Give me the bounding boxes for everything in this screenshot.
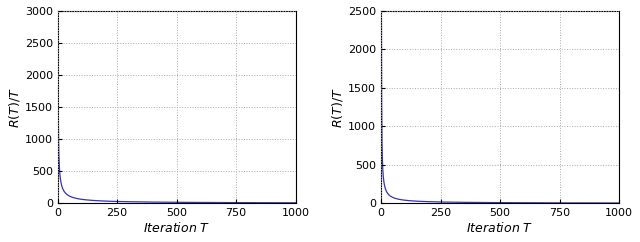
X-axis label: Iteration $T$: Iteration $T$: [467, 221, 534, 235]
Y-axis label: $R(T)/T$: $R(T)/T$: [330, 87, 346, 128]
Y-axis label: $R(T)/T$: $R(T)/T$: [7, 87, 22, 128]
X-axis label: Iteration $T$: Iteration $T$: [143, 221, 211, 235]
